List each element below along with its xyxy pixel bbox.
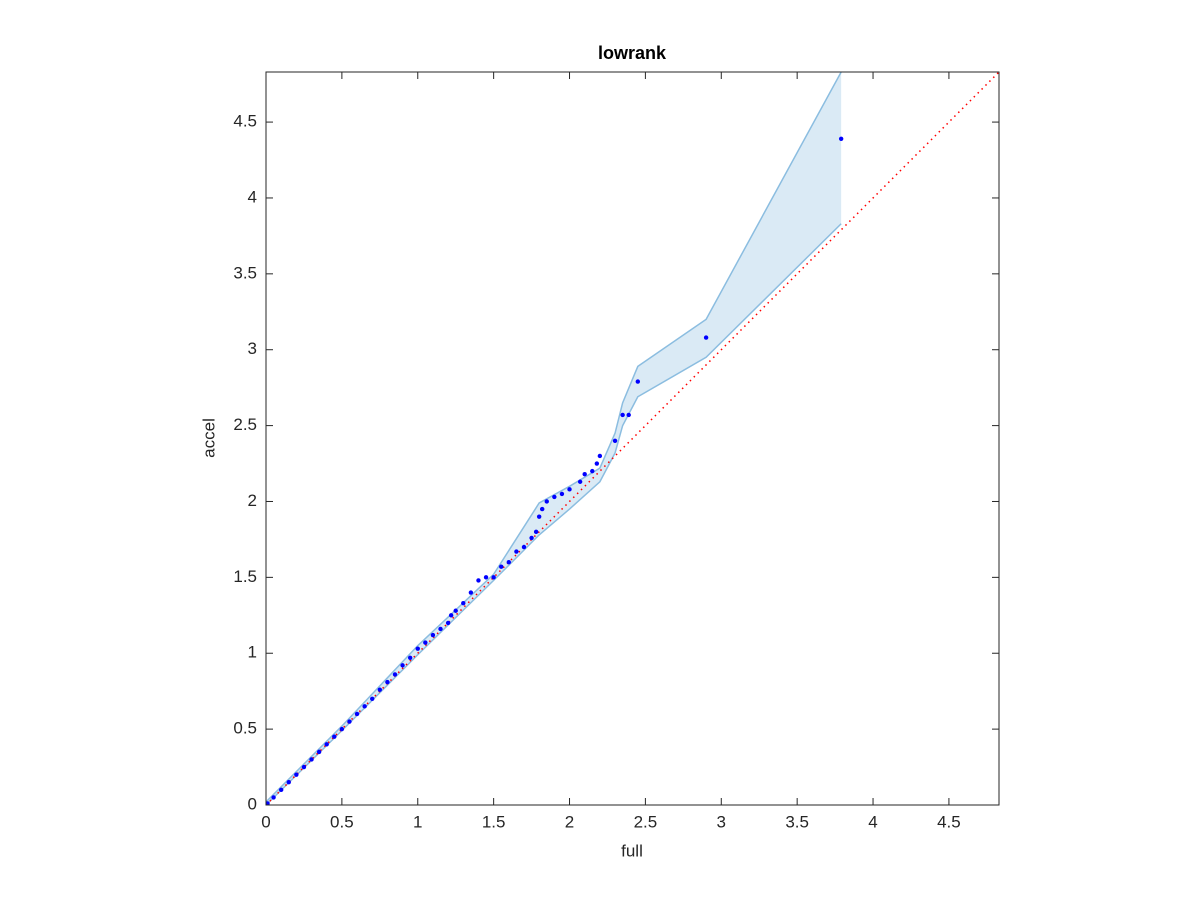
x-tick-label: 3 — [717, 812, 726, 831]
data-point — [445, 620, 451, 626]
data-point — [703, 335, 709, 340]
data-point — [590, 468, 595, 474]
data-point — [266, 801, 270, 805]
data-point — [476, 578, 481, 583]
data-point — [354, 711, 360, 717]
x-tick-label: 2.5 — [634, 812, 658, 831]
data-point — [536, 514, 542, 519]
x-axis-label: full — [621, 841, 643, 860]
x-tick-label: 3.5 — [785, 812, 809, 831]
y-tick-label: 4.5 — [233, 112, 257, 131]
data-point — [533, 529, 539, 535]
data-point — [544, 499, 549, 504]
data-point — [370, 696, 375, 701]
data-point — [332, 734, 337, 739]
data-point — [582, 471, 587, 477]
data-point — [294, 772, 299, 777]
x-tick-label: 4.5 — [937, 812, 961, 831]
data-point — [559, 491, 565, 497]
data-point — [286, 780, 291, 785]
data-point — [483, 575, 489, 580]
data-point — [626, 412, 631, 418]
data-point — [506, 559, 512, 565]
data-point — [271, 795, 276, 800]
y-tick-label: 4 — [248, 187, 257, 206]
y-tick-label: 3.5 — [233, 263, 257, 282]
data-point — [324, 742, 329, 747]
data-point — [838, 136, 844, 141]
data-point — [423, 640, 428, 645]
reference-line — [266, 72, 999, 805]
data-point — [362, 704, 367, 709]
data-point — [577, 479, 583, 484]
x-tick-label: 1 — [413, 812, 422, 831]
data-point — [612, 438, 618, 443]
band-upper-edge — [266, 72, 842, 803]
y-tick-label: 2.5 — [233, 415, 257, 434]
data-point — [407, 655, 413, 660]
data-point — [491, 575, 496, 580]
data-point — [339, 726, 345, 732]
data-point — [540, 506, 545, 512]
plot-area — [266, 72, 999, 805]
data-point — [499, 564, 504, 569]
data-point — [594, 461, 600, 466]
data-point — [521, 544, 527, 550]
data-point — [597, 453, 603, 459]
y-tick-label: 1 — [248, 643, 257, 662]
x-tick-label: 0 — [261, 812, 270, 831]
x-tick-label: 1.5 — [482, 812, 506, 831]
data-point — [309, 757, 314, 762]
data-point — [400, 663, 405, 668]
data-point — [438, 626, 443, 632]
data-point — [461, 600, 466, 606]
y-tick-label: 3 — [248, 339, 257, 358]
data-point — [552, 494, 557, 500]
data-point — [468, 590, 474, 595]
axes-box — [265, 71, 1000, 806]
data-point — [301, 764, 307, 770]
y-axis-label: accel — [199, 418, 218, 458]
y-tick-label: 0.5 — [233, 719, 257, 738]
data-point — [430, 632, 436, 638]
data-point — [514, 549, 519, 554]
data-point — [392, 672, 398, 677]
data-point — [453, 608, 458, 613]
data-point — [385, 679, 390, 685]
x-tick-label: 4 — [868, 812, 877, 831]
data-point — [316, 749, 322, 755]
band-lower-edge — [266, 223, 842, 805]
data-point — [529, 535, 534, 541]
data-point — [347, 719, 352, 724]
data-point — [567, 487, 572, 492]
y-tick-label: 2 — [248, 491, 257, 510]
data-point — [620, 412, 625, 418]
chart-title: lowrank — [598, 43, 667, 63]
y-tick-label: 1.5 — [233, 567, 257, 586]
data-point — [635, 379, 641, 384]
data-point — [415, 646, 420, 651]
x-tick-label: 2 — [565, 812, 574, 831]
data-point — [448, 613, 454, 618]
data-point — [278, 787, 284, 793]
x-tick-label: 0.5 — [330, 812, 354, 831]
data-point — [377, 687, 383, 692]
y-tick-label: 0 — [248, 794, 257, 813]
